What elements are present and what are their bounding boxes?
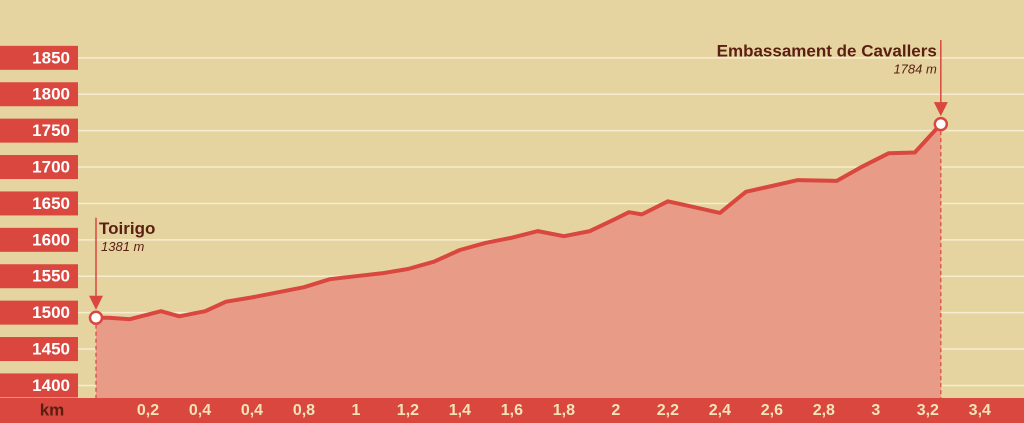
y-tick-label: 1650	[32, 194, 70, 213]
y-tick-tab	[0, 45, 78, 70]
endpoint	[933, 116, 949, 132]
y-tick-label: 1550	[32, 267, 70, 286]
y-tick-tab	[0, 373, 78, 398]
x-tick-label: 2,4	[709, 402, 731, 419]
y-tick-label: 1450	[32, 340, 70, 359]
y-tick-tab	[0, 300, 78, 325]
y-tick-label: 1400	[32, 376, 70, 395]
x-tick-label: 1,8	[553, 402, 575, 419]
y-tick-label: 1700	[32, 158, 70, 177]
y-tick-label: 1850	[32, 48, 70, 67]
annotation-label: Embassament de Cavallers	[717, 42, 937, 61]
y-tick-tab	[0, 82, 78, 107]
y-tick-tab	[0, 155, 78, 180]
x-tick-label: 0,2	[137, 402, 159, 419]
pointer-arrow	[933, 102, 948, 117]
x-tick-label: 0,4	[241, 402, 263, 419]
x-tick-label: 0,4	[189, 402, 211, 419]
y-tick-tab	[0, 264, 78, 289]
x-tick-label: 2,6	[761, 402, 783, 419]
y-tick-label: 1800	[32, 85, 70, 104]
y-tick-tab	[0, 191, 78, 216]
x-tick-label: 1	[351, 402, 360, 419]
x-tick-label: 2,8	[813, 402, 835, 419]
x-tick-label: 3,4	[969, 402, 991, 419]
endpoint	[88, 310, 104, 325]
y-tick-label: 1500	[32, 303, 70, 322]
y-tick-tab	[0, 337, 78, 362]
x-tick-label: 1,4	[449, 402, 471, 419]
y-tick-label: 1600	[32, 230, 70, 249]
x-tick-label: 0,8	[293, 402, 315, 419]
x-tick-label: 3,2	[917, 402, 939, 419]
y-tick-label: 1750	[32, 121, 70, 140]
x-tick-label: 1,6	[501, 402, 523, 419]
area	[96, 124, 941, 398]
annotation-sublabel: 1784 m	[893, 62, 937, 77]
y-tick-tab	[0, 227, 78, 252]
x-tick-label: 3	[871, 402, 880, 419]
y-tick-tab	[0, 118, 78, 143]
x-axis-band	[0, 398, 1024, 423]
x-axis-label: km	[40, 400, 65, 419]
x-tick-label: 1,2	[397, 402, 419, 419]
annotation-label: Toirigo	[99, 219, 155, 238]
pointer-arrow	[89, 295, 103, 310]
annotation-sublabel: 1381 m	[101, 239, 145, 254]
x-tick-label: 2	[611, 402, 620, 419]
overlay: 1400 1450 1500 1550 1600 1650 1700 1750 1800 1850…	[0, 45, 991, 419]
profile-line	[96, 122, 943, 322]
x-tick-label: 2,2	[657, 402, 679, 419]
